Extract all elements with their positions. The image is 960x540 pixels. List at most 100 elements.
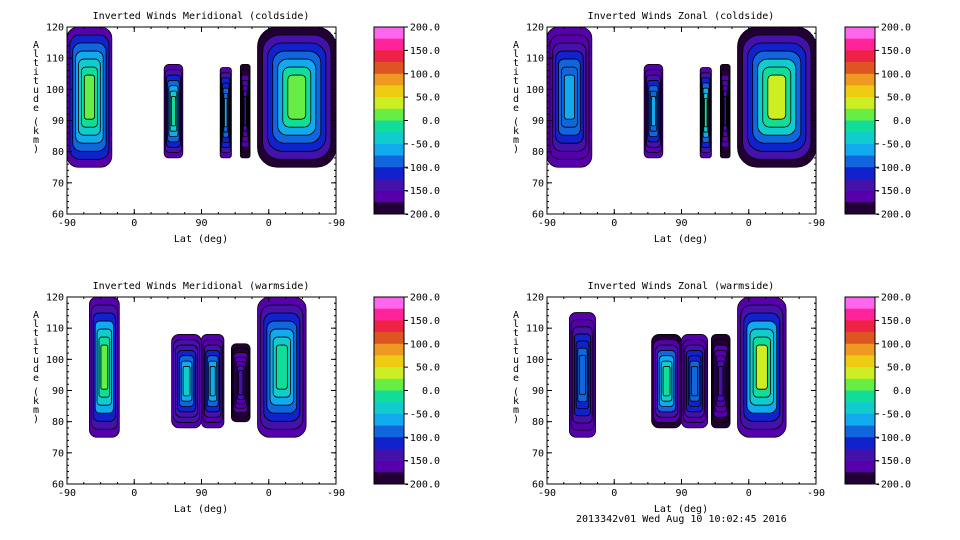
x-tick-label: -90 <box>58 488 76 499</box>
colorbar-swatch <box>845 367 875 380</box>
colorbar-label: 100.0 <box>410 69 440 80</box>
colorbar-swatch <box>845 297 875 309</box>
y-tick-label: 110 <box>526 324 544 335</box>
data-region <box>737 296 787 438</box>
colorbar-swatch <box>845 190 875 203</box>
x-tick-label: 90 <box>195 488 207 499</box>
colorbar-swatch <box>845 437 875 450</box>
y-tick-label: 80 <box>52 417 64 428</box>
colorbar-swatch <box>374 308 404 321</box>
contour-band <box>563 74 575 120</box>
y-tick-label: 110 <box>526 54 544 65</box>
colorbar-label: -50.0 <box>410 409 440 420</box>
colorbar-swatch <box>374 143 404 156</box>
panel-meridional-warmside: Inverted Winds Meridional (warmside) Lat… <box>33 281 440 515</box>
data-region <box>643 64 664 159</box>
data-region <box>201 333 225 429</box>
data-region <box>257 26 337 168</box>
data-region <box>171 333 202 429</box>
y-tick-label: 70 <box>52 448 64 459</box>
colorbar-swatch <box>374 167 404 180</box>
colorbar-label: -150.0 <box>404 456 440 467</box>
chart-title: Inverted Winds Meridional (warmside) <box>93 281 310 292</box>
contour-band <box>224 98 228 128</box>
colorbar-swatch <box>845 378 875 391</box>
colorbar-label: 200.0 <box>881 293 911 304</box>
contour-band <box>243 96 247 127</box>
colorbar-swatch <box>374 108 404 121</box>
data-region <box>163 64 184 159</box>
y-tick-label: 100 <box>46 355 64 366</box>
colorbar-swatch <box>845 120 875 133</box>
colorbar-label: 50.0 <box>416 363 440 374</box>
colorbar-swatch <box>374 120 404 133</box>
y-tick-label: 120 <box>46 293 64 304</box>
y-tick-label: 70 <box>52 178 64 189</box>
colorbar-label: -200.0 <box>404 210 440 221</box>
colorbar-label: 50.0 <box>887 363 911 374</box>
colorbar-label: 150.0 <box>410 316 440 327</box>
contour-band <box>182 366 191 397</box>
y-tick-label: 110 <box>46 54 64 65</box>
y-tick-label: 60 <box>532 210 544 221</box>
contour-band <box>287 74 307 120</box>
y-tick-label: 100 <box>46 85 64 96</box>
colorbar-swatch <box>845 132 875 145</box>
colorbar-swatch <box>845 320 875 333</box>
colorbar-label: -50.0 <box>881 409 911 420</box>
colorbar-swatch <box>845 108 875 121</box>
colorbar-swatch <box>374 155 404 168</box>
contour-band <box>275 344 288 390</box>
colorbar-swatch <box>845 73 875 86</box>
colorbar-label: -100.0 <box>875 163 911 174</box>
data-region <box>546 26 593 168</box>
contour-band <box>755 344 768 390</box>
colorbar-swatch <box>845 332 875 345</box>
colorbar-swatch <box>374 448 404 461</box>
x-tick-label: 0 <box>131 218 137 229</box>
colorbar-swatch <box>374 402 404 415</box>
data-region <box>681 333 709 429</box>
y-tick-label: 90 <box>52 116 64 127</box>
x-tick-label: 0 <box>746 218 752 229</box>
colorbar-label: 100.0 <box>881 339 911 350</box>
colorbar-swatch <box>845 460 875 473</box>
y-tick-label: 120 <box>46 23 64 34</box>
data-region <box>89 296 120 438</box>
contour-band <box>209 366 216 397</box>
colorbar-label: -50.0 <box>881 139 911 150</box>
x-axis-label: Lat (deg) <box>174 234 228 245</box>
y-tick-label: 60 <box>532 480 544 491</box>
colorbar-swatch <box>374 425 404 438</box>
contour-band <box>691 366 698 397</box>
x-tick-label: -90 <box>58 218 76 229</box>
colorbar-swatch <box>845 425 875 438</box>
data-region <box>230 343 251 423</box>
colorbar-swatch <box>845 343 875 356</box>
y-tick-label: 60 <box>52 210 64 221</box>
x-tick-label: 90 <box>675 488 687 499</box>
colorbar-swatch <box>374 332 404 345</box>
y-tick-label: 120 <box>526 293 544 304</box>
colorbar-swatch <box>374 460 404 473</box>
colorbar-swatch <box>374 367 404 380</box>
colorbar-label: -50.0 <box>410 139 440 150</box>
colorbar-swatch <box>374 202 404 215</box>
colorbar-label: -150.0 <box>875 186 911 197</box>
data-region <box>219 67 232 159</box>
data-region <box>257 296 307 438</box>
x-tick-label: 0 <box>611 218 617 229</box>
colorbar-swatch <box>374 437 404 450</box>
colorbar-label: -200.0 <box>875 480 911 491</box>
contour-band <box>723 96 727 127</box>
contour-band <box>100 344 109 390</box>
y-tick-label: 100 <box>526 85 544 96</box>
x-tick-label: 0 <box>131 488 137 499</box>
colorbar-swatch <box>374 178 404 191</box>
y-tick-label: 120 <box>526 23 544 34</box>
x-tick-label: 0 <box>266 218 272 229</box>
colorbar-label: 200.0 <box>410 23 440 34</box>
colorbar-swatch <box>845 85 875 98</box>
